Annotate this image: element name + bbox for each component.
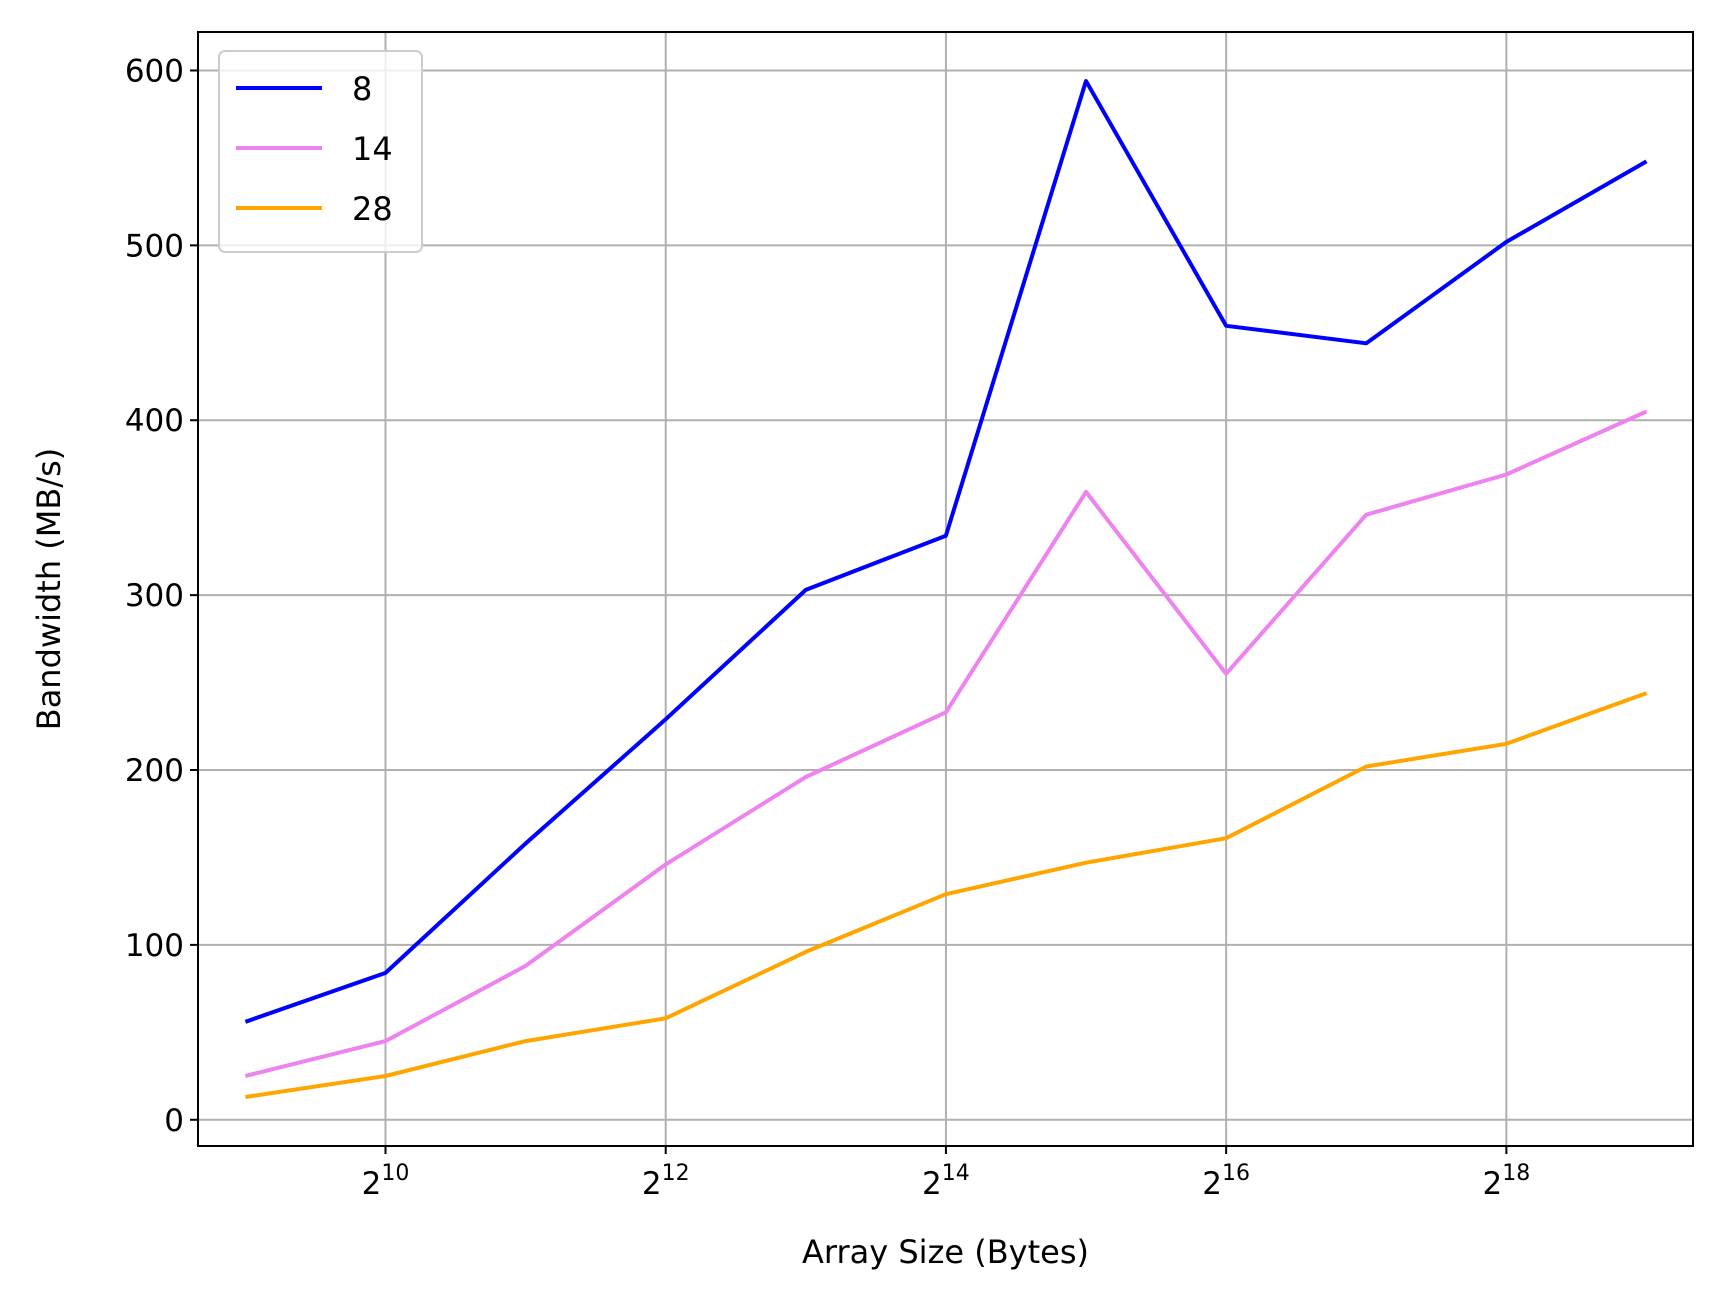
legend-label: 14	[352, 130, 393, 168]
x-tick-base: 2	[642, 1166, 662, 1202]
x-tick-base: 2	[1202, 1166, 1222, 1202]
x-tick-exponent: 10	[381, 1161, 409, 1186]
series-layer	[244, 79, 1648, 1099]
x-tick-base: 2	[922, 1166, 942, 1202]
x-tick-label: 210	[362, 1161, 410, 1202]
grid-layer	[198, 32, 1693, 1146]
y-tick-label: 0	[164, 1103, 184, 1139]
y-tick-label: 400	[125, 403, 184, 439]
x-tick-exponent: 12	[662, 1161, 690, 1186]
x-tick-label: 214	[922, 1161, 970, 1202]
x-tick-exponent: 16	[1222, 1161, 1250, 1186]
x-axis-label: Array Size (Bytes)	[802, 1233, 1089, 1271]
x-tick-label: 218	[1482, 1161, 1530, 1202]
legend-box	[218, 50, 423, 253]
y-axis-label: Bandwidth (MB/s)	[30, 448, 68, 731]
x-tick-label: 212	[642, 1161, 690, 1202]
x-tick-exponent: 14	[942, 1161, 970, 1186]
x-tick-base: 2	[1482, 1166, 1502, 1202]
y-tick-label: 100	[125, 928, 184, 964]
x-tick-exponent: 18	[1502, 1161, 1530, 1186]
legend-label: 8	[352, 70, 372, 108]
y-tick-label: 200	[125, 753, 184, 789]
y-tick-label: 500	[125, 228, 184, 264]
x-tick-base: 2	[362, 1166, 382, 1202]
legend: 8 14 28	[218, 50, 423, 253]
x-tick-label: 216	[1202, 1161, 1250, 1202]
y-tick-label: 300	[125, 578, 184, 614]
y-tick-label: 600	[125, 53, 184, 89]
legend-label: 28	[352, 190, 393, 228]
